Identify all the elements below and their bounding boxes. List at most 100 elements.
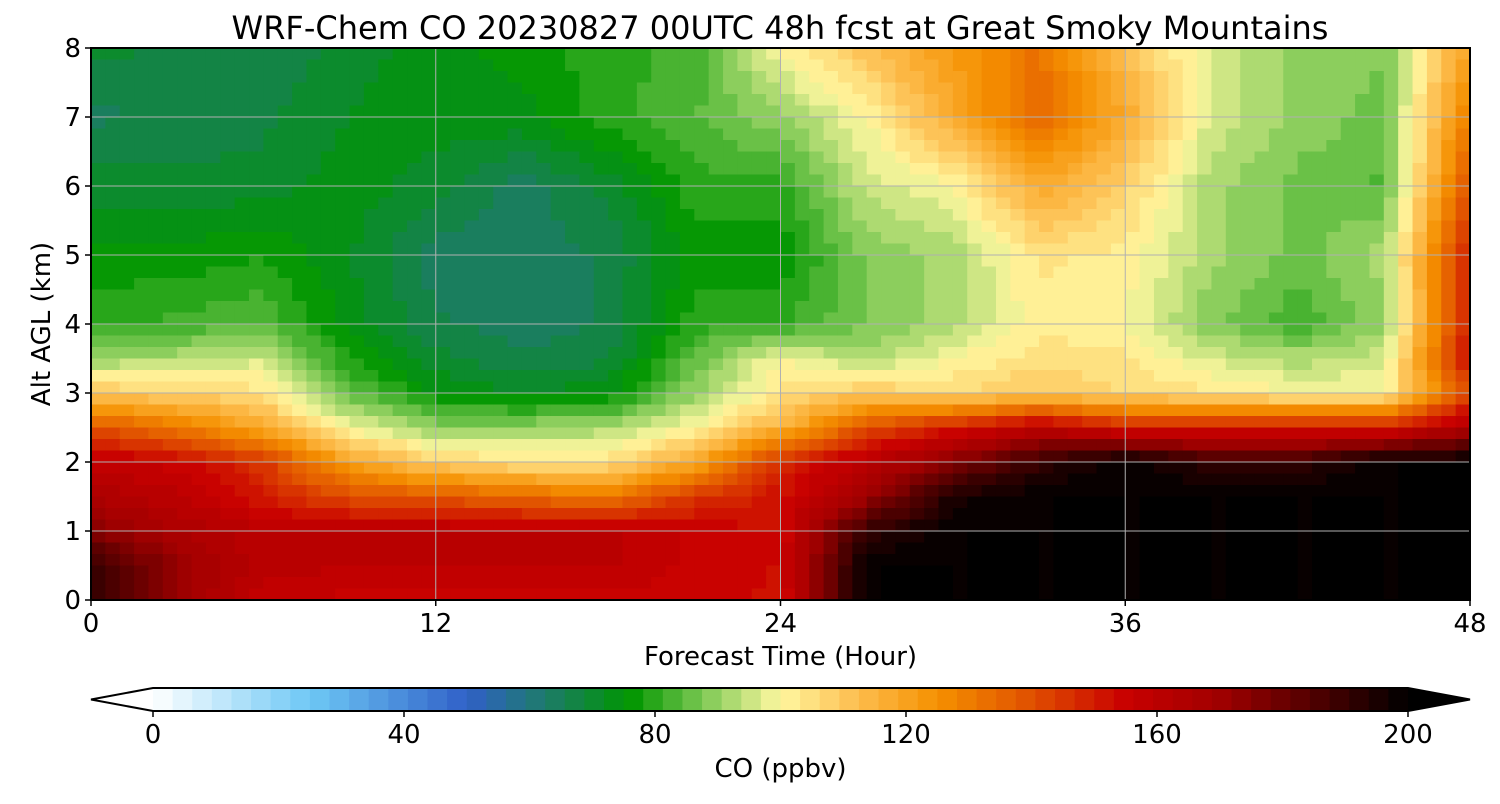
heatmap-cell	[205, 404, 221, 417]
heatmap-cell	[205, 508, 221, 521]
heatmap-cell	[881, 255, 897, 268]
heatmap-cell	[1441, 48, 1457, 61]
heatmap-cell	[1082, 209, 1098, 222]
heatmap-cell	[191, 117, 207, 130]
heatmap-cell	[306, 496, 322, 509]
heatmap-cell	[450, 278, 466, 291]
heatmap-cell	[435, 186, 451, 199]
heatmap-cell	[794, 301, 810, 314]
heatmap-cell	[608, 496, 624, 509]
heatmap-cell	[1067, 59, 1083, 72]
heatmap-cell	[249, 565, 264, 578]
heatmap-cell	[837, 485, 853, 498]
heatmap-cell	[335, 255, 351, 268]
heatmap-cell	[162, 243, 178, 256]
heatmap-cell	[852, 220, 868, 233]
heatmap-cell	[277, 565, 293, 578]
heatmap-cell	[478, 370, 494, 383]
heatmap-cell	[263, 82, 279, 95]
heatmap-cell	[1268, 519, 1284, 532]
heatmap-cell	[794, 416, 810, 429]
heatmap-cell	[134, 163, 150, 176]
heatmap-cell	[794, 531, 810, 544]
heatmap-cell	[1455, 427, 1471, 440]
heatmap-cell	[866, 416, 882, 429]
heatmap-cell	[234, 358, 250, 371]
colorbar-segment	[388, 688, 409, 711]
heatmap-cell	[1139, 151, 1155, 164]
heatmap-cell	[249, 128, 264, 141]
heatmap-cell	[1053, 255, 1069, 268]
heatmap-cell	[392, 255, 408, 268]
colorbar-segment	[270, 688, 291, 711]
heatmap-cell	[320, 71, 336, 84]
heatmap-cell	[263, 519, 279, 532]
x-tick-label: 24	[764, 609, 797, 639]
heatmap-cell	[938, 473, 954, 486]
heatmap-cell	[780, 427, 796, 440]
heatmap-cell	[565, 266, 580, 279]
heatmap-cell	[837, 220, 853, 233]
heatmap-cell	[292, 462, 308, 475]
heatmap-cell	[751, 381, 767, 394]
heatmap-cell	[1283, 335, 1299, 348]
heatmap-cell	[349, 278, 365, 291]
heatmap-cell	[378, 531, 394, 544]
heatmap-cell	[234, 197, 250, 210]
heatmap-cell	[823, 232, 839, 245]
heatmap-cell	[1039, 301, 1055, 314]
heatmap-cell	[1110, 255, 1126, 268]
heatmap-cell	[1110, 324, 1126, 337]
heatmap-cell	[995, 151, 1011, 164]
heatmap-cell	[1254, 59, 1270, 72]
heatmap-cell	[536, 565, 552, 578]
heatmap-cell	[938, 462, 954, 475]
heatmap-cell	[909, 347, 925, 360]
heatmap-cell	[1283, 48, 1299, 61]
heatmap-cell	[565, 577, 580, 590]
heatmap-cell	[134, 174, 150, 187]
heatmap-cell	[1398, 71, 1414, 84]
heatmap-cell	[651, 565, 667, 578]
heatmap-cell	[249, 71, 264, 84]
heatmap-cell	[105, 94, 121, 107]
heatmap-cell	[809, 462, 825, 475]
heatmap-cell	[1326, 94, 1342, 107]
heatmap-cell	[205, 128, 221, 141]
heatmap-cell	[1110, 473, 1126, 486]
heatmap-cell	[407, 324, 422, 337]
heatmap-cell	[1455, 519, 1471, 532]
heatmap-cell	[478, 473, 494, 486]
heatmap-cell	[1355, 209, 1371, 222]
heatmap-cell	[766, 266, 782, 279]
heatmap-cell	[881, 186, 897, 199]
heatmap-cell	[780, 577, 796, 590]
heatmap-cell	[363, 105, 379, 118]
heatmap-cell	[105, 496, 121, 509]
heatmap-cell	[550, 209, 566, 222]
heatmap-cell	[1197, 324, 1213, 337]
heatmap-cell	[1326, 588, 1342, 601]
heatmap-cell	[665, 450, 681, 463]
heatmap-cell	[1340, 197, 1356, 210]
heatmap-cell	[1283, 312, 1299, 325]
heatmap-cell	[1426, 312, 1442, 325]
heatmap-cell	[1125, 347, 1141, 360]
heatmap-cell	[1254, 416, 1270, 429]
heatmap-cell	[1297, 232, 1313, 245]
heatmap-cell	[1182, 266, 1198, 279]
heatmap-cell	[1355, 186, 1371, 199]
heatmap-cell	[1139, 220, 1155, 233]
heatmap-cell	[636, 82, 652, 95]
heatmap-cell	[1110, 140, 1126, 153]
heatmap-cell	[823, 197, 839, 210]
heatmap-cell	[191, 105, 207, 118]
heatmap-cell	[866, 381, 882, 394]
heatmap-cell	[435, 577, 451, 590]
heatmap-cell	[1039, 565, 1055, 578]
heatmap-cell	[550, 186, 566, 199]
heatmap-cell	[191, 324, 207, 337]
heatmap-cell	[91, 128, 106, 141]
heatmap-cell	[162, 59, 178, 72]
heatmap-cell	[1153, 324, 1169, 337]
